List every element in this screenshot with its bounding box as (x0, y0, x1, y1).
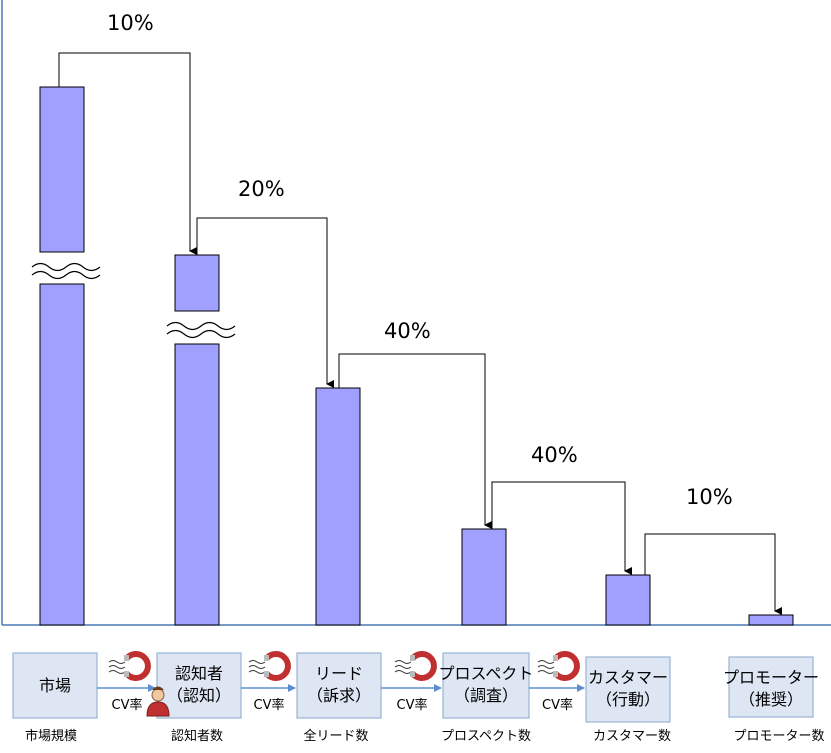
conversion-rate-label-1: 10% (107, 11, 154, 35)
conversion-rate-label-2: 20% (238, 177, 285, 201)
bar-1-segment-1 (39, 86, 85, 253)
cv-label-3: CV率 (397, 697, 428, 713)
stage-box-title-1: 市場 (39, 676, 71, 695)
conversion-connector-2 (196, 217, 334, 388)
axis-break-1-line-2 (31, 270, 101, 280)
stage-box-subtitle-6: （推奨） (739, 690, 803, 709)
conversion-connector-1 (58, 52, 197, 255)
stage-box-subtitle-2: （認知） (167, 686, 231, 705)
cv-label-1: CV率 (112, 697, 143, 713)
cv-label-2: CV率 (254, 697, 285, 713)
stage-caption-2: 認知者数 (171, 728, 223, 744)
conversion-connector-5 (644, 533, 782, 615)
conversion-rate-label-4: 40% (531, 443, 578, 467)
conversion-rate-label-3: 40% (384, 319, 431, 343)
stage-box-subtitle-3: （訴求） (307, 686, 371, 705)
stage-box-subtitle-4: （調査） (454, 686, 518, 705)
stage-box-4 (442, 652, 530, 719)
axis-break-1-line-1 (31, 262, 101, 272)
magnet-icon (248, 651, 291, 681)
bar-3 (315, 387, 361, 626)
stage-caption-1: 市場規模 (25, 728, 77, 744)
bar-4 (461, 528, 507, 626)
stage-caption-3: 全リード数 (303, 728, 368, 744)
bar-5 (605, 574, 651, 626)
stage-box-title-6: プロモーター (723, 668, 819, 687)
stage-box-title-4: プロスペクト (439, 664, 534, 683)
axis-break-2-line-2 (166, 329, 236, 339)
cv-label-4: CV率 (542, 697, 573, 713)
person-icon (146, 686, 170, 717)
magnet-icon (108, 651, 151, 681)
bar-6 (748, 614, 794, 626)
axis-break-2-line-1 (166, 321, 236, 331)
stage-box-3 (296, 652, 382, 719)
stage-box-6 (728, 656, 814, 718)
stage-box-subtitle-5: （行動） (596, 690, 660, 709)
conversion-rate-label-5: 10% (686, 485, 733, 509)
stage-box-title-2: 認知者 (175, 664, 223, 683)
stage-box-5 (585, 656, 671, 723)
stage-box-1 (12, 652, 98, 719)
bar-2-segment-1 (174, 254, 220, 312)
conversion-connector-3 (338, 353, 492, 529)
magnet-icon (394, 651, 437, 681)
stage-caption-5: カスタマー数 (593, 729, 671, 744)
stage-box-title-3: リード (315, 664, 363, 683)
conversion-connector-4 (491, 481, 632, 575)
bar-2-segment-2 (174, 343, 220, 626)
stage-caption-4: プロスペクト数 (441, 729, 531, 744)
stage-caption-6: プロモーター数 (733, 729, 824, 744)
stage-box-title-5: カスタマー (588, 668, 668, 687)
magnet-icon (537, 651, 580, 681)
stage-box-2 (156, 652, 242, 719)
bar-1-segment-2 (39, 283, 85, 626)
